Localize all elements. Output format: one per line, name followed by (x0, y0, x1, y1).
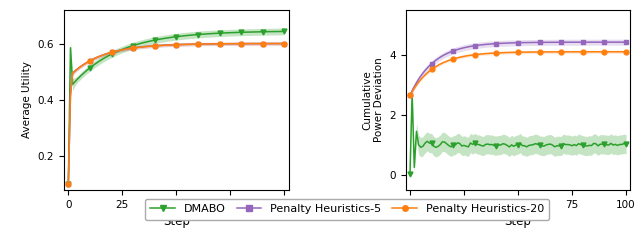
X-axis label: Step: Step (163, 215, 190, 228)
Y-axis label: Cumulative
Power Deviation: Cumulative Power Deviation (362, 57, 384, 142)
Legend: DMABO, Penalty Heuristics-5, Penalty Heuristics-20: DMABO, Penalty Heuristics-5, Penalty Heu… (145, 199, 550, 220)
Y-axis label: Average Utility: Average Utility (22, 61, 32, 138)
X-axis label: Step: Step (504, 215, 531, 228)
